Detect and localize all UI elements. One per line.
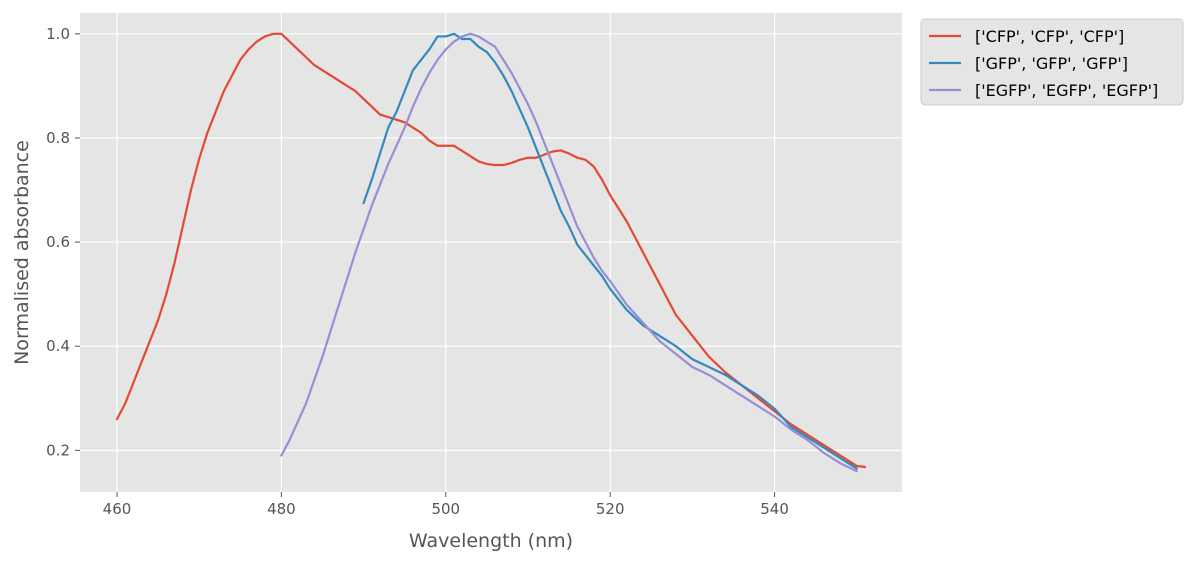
y-tick-label: 1.0 — [46, 25, 70, 43]
legend: ['CFP', 'CFP', 'CFP'] ['GFP', 'GFP', 'GFP… — [920, 18, 1184, 106]
x-tick-label: 520 — [596, 500, 625, 518]
y-tick-label: 0.8 — [46, 129, 70, 147]
series-line-1 — [362, 32, 858, 470]
x-axis-ticks: 460 480 500 520 540 — [103, 492, 789, 518]
grid — [80, 13, 902, 492]
x-axis-label: Wavelength (nm) — [409, 530, 573, 552]
plot-area — [80, 13, 902, 492]
x-tick-label: 460 — [103, 500, 132, 518]
series-line-0 — [115, 32, 867, 469]
x-tick-label: 500 — [431, 500, 460, 518]
legend-box — [920, 18, 1184, 106]
legend-label-1: ['GFP', 'GFP', 'GFP'] — [975, 54, 1128, 73]
series-line-2 — [280, 32, 858, 473]
legend-label-2: ['EGFP', 'EGFP', 'EGFP'] — [975, 81, 1158, 100]
y-axis-ticks: 0.2 0.4 0.6 0.8 1.0 — [46, 25, 80, 459]
y-tick-label: 0.4 — [46, 337, 70, 355]
x-tick-label: 480 — [267, 500, 296, 518]
series-layer — [115, 32, 867, 473]
x-tick-label: 540 — [760, 500, 789, 518]
y-tick-label: 0.2 — [46, 441, 70, 459]
y-axis-label: Normalised absorbance — [11, 140, 33, 365]
y-tick-label: 0.6 — [46, 233, 70, 251]
legend-label-0: ['CFP', 'CFP', 'CFP'] — [975, 27, 1124, 46]
